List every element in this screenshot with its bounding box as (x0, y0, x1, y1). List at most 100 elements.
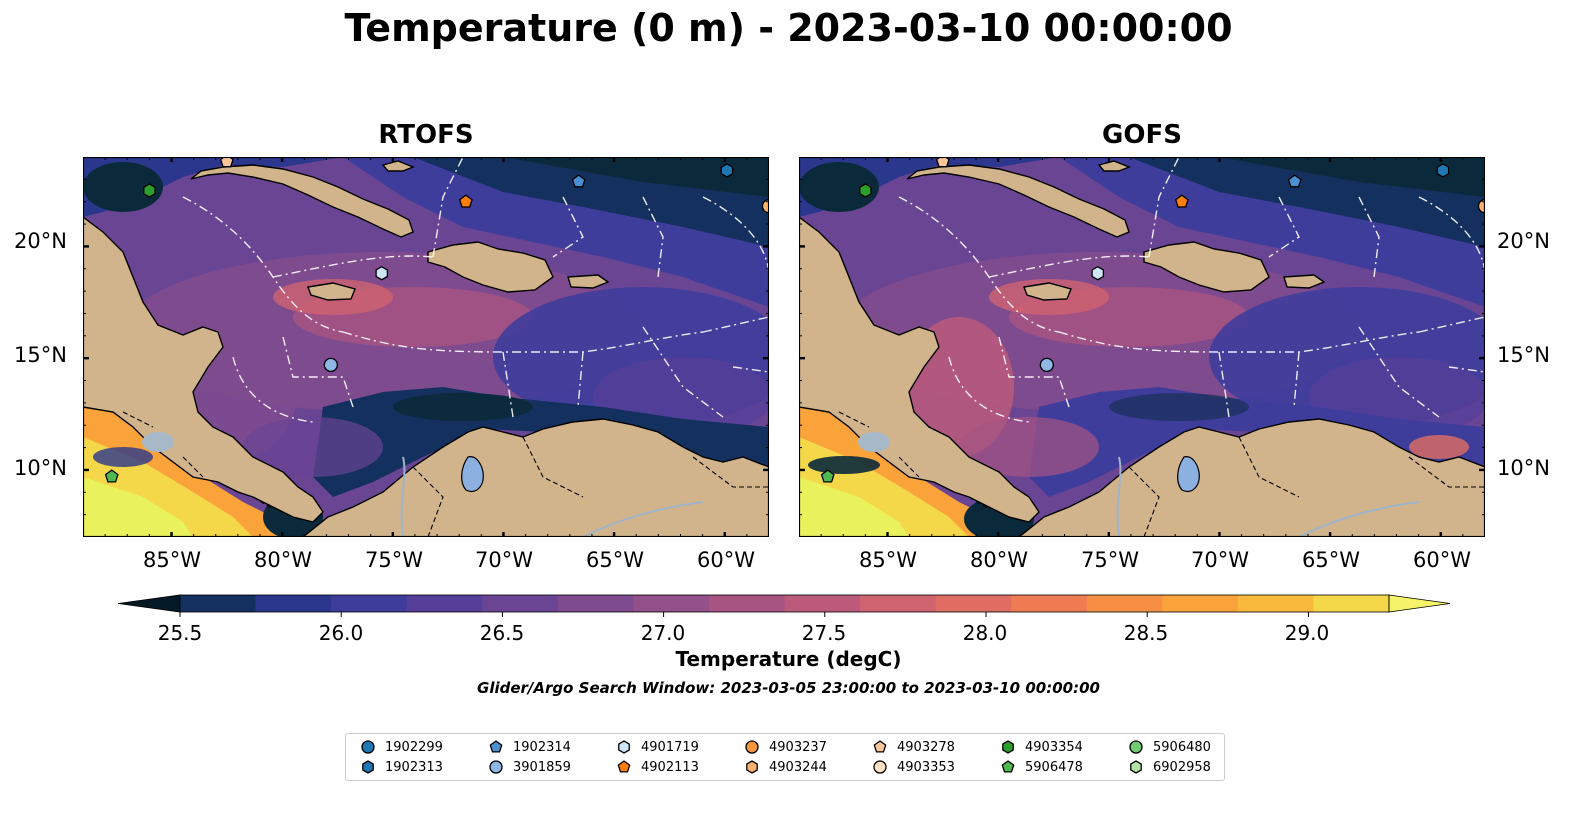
colorbar-swatch-11 (1011, 595, 1088, 612)
legend-label: 4902113 (641, 759, 699, 775)
hexagon-marker-icon (1002, 740, 1014, 754)
lat-label-15n: 15°N (14, 343, 67, 367)
legend-label: 1902314 (513, 739, 571, 755)
colorbar-tick-25-5: 25.5 (157, 621, 203, 645)
float-marker-1[interactable] (219, 157, 234, 168)
legend-item-5906478: 5906478 (1000, 757, 1083, 777)
map-panel-rtofs[interactable] (83, 157, 769, 537)
colorbar-swatch-8 (784, 595, 861, 612)
land-central-america (799, 216, 1040, 523)
legend-marker-3901859 (489, 760, 503, 774)
legend-marker-5906480 (1129, 740, 1143, 754)
legend-item-4901719: 4901719 (616, 737, 699, 757)
axis-ticks (83, 157, 769, 537)
float-marker-7[interactable] (323, 357, 338, 373)
colorbar-swatch-6 (633, 595, 710, 612)
float-marker-8[interactable] (820, 469, 835, 483)
pentagon-marker-icon (873, 740, 887, 753)
colorbar-swatch-5 (557, 595, 634, 612)
float-marker-1[interactable] (935, 157, 950, 168)
colorbar-frame (179, 594, 1390, 613)
lon-label-85w: 85°W (143, 548, 201, 572)
country-borders (122, 411, 769, 537)
float-marker-3[interactable] (571, 174, 586, 188)
eez-boundaries (182, 157, 769, 423)
float-marker-3[interactable] (1287, 174, 1302, 188)
legend-label: 1902313 (385, 759, 443, 775)
float-marker-4[interactable] (1436, 163, 1450, 178)
land-central-america (83, 216, 324, 523)
colorbar-swatch-10 (935, 595, 1012, 612)
float-marker-2[interactable] (1174, 194, 1189, 208)
axis-ticks (799, 157, 1485, 537)
country-borders (838, 411, 1485, 537)
lat-label-10n-right: 10°N (1497, 456, 1550, 480)
colorbar-swatch-14 (1237, 595, 1314, 612)
legend-label: 1902299 (385, 739, 443, 755)
float-marker-5[interactable] (761, 199, 770, 214)
circle-marker-icon (489, 760, 503, 774)
lon-label-70w: 70°W (475, 548, 533, 572)
legend-marker-4903353 (873, 760, 887, 774)
colorbar-tick-29-0: 29.0 (1284, 621, 1330, 645)
float-markers (820, 157, 1486, 483)
colorbar-swatch-2 (331, 595, 408, 612)
legend-marker-6902958 (1130, 760, 1142, 774)
legend-label: 4903354 (1025, 739, 1083, 755)
legend-marker-4903244 (746, 760, 758, 774)
hexagon-marker-icon (362, 760, 374, 774)
legend-marker-4901719 (618, 740, 630, 754)
float-marker-4[interactable] (720, 163, 734, 178)
legend-label: 4903278 (897, 739, 955, 755)
search-window-subtitle: Glider/Argo Search Window: 2023-03-05 23… (477, 679, 1100, 697)
lon-label-80w: 80°W (254, 548, 312, 572)
colorbar-tick-28-0: 28.0 (962, 621, 1008, 645)
float-marker-6[interactable] (1091, 265, 1105, 281)
legend-marker-1902314 (489, 740, 503, 753)
float-marker-6[interactable] (375, 265, 389, 281)
colorbar-swatch-3 (406, 595, 483, 612)
float-marker-8[interactable] (104, 469, 119, 483)
legend-label: 4903353 (897, 759, 955, 775)
legend-item-1902313: 1902313 (360, 757, 443, 777)
land-hispaniola (427, 241, 554, 293)
float-marker-5[interactable] (1477, 199, 1486, 214)
legend-label: 6902958 (1153, 759, 1211, 775)
lon-label-75w: 75°W (365, 548, 423, 572)
lon-label-70w-gofs: 70°W (1191, 548, 1249, 572)
colorbar-swatch-9 (860, 595, 937, 612)
legend-item-4903278: 4903278 (872, 737, 955, 757)
legend-label: 5906478 (1025, 759, 1083, 775)
rivers (1116, 456, 1420, 537)
lat-label-20n: 20°N (14, 229, 67, 253)
colorbar-swatch-1 (255, 595, 332, 612)
lat-label-20n-right: 20°N (1497, 229, 1550, 253)
lon-label-75w-gofs: 75°W (1081, 548, 1139, 572)
float-marker-2[interactable] (458, 194, 473, 208)
colorbar-tick-27-0: 27.0 (640, 621, 686, 645)
legend-marker-4902113 (617, 760, 631, 773)
map-frame (799, 157, 1485, 537)
legend-item-4903244: 4903244 (744, 757, 827, 777)
circle-marker-icon (1129, 740, 1143, 754)
colorbar-swatch-15 (1313, 595, 1390, 612)
lon-label-80w-gofs: 80°W (970, 548, 1028, 572)
legend-marker-4903354 (1002, 740, 1014, 754)
float-marker-7[interactable] (1039, 357, 1054, 373)
lat-label-10n: 10°N (14, 456, 67, 480)
colorbar-swatch-4 (482, 595, 559, 612)
land-hispaniola (1143, 241, 1270, 293)
land-south-america (301, 418, 769, 537)
float-marker-0[interactable] (143, 183, 156, 198)
float-markers (104, 157, 770, 483)
legend-item-4903237: 4903237 (744, 737, 827, 757)
legend-item-4903354: 4903354 (1000, 737, 1083, 757)
legend-item-5906480: 5906480 (1128, 737, 1211, 757)
colorbar-tick-28-5: 28.5 (1123, 621, 1169, 645)
colorbar-swatch-7 (708, 595, 785, 612)
circle-marker-icon (873, 760, 887, 774)
legend-marker-4903237 (745, 740, 759, 754)
map-panel-gofs[interactable] (799, 157, 1485, 537)
float-marker-0[interactable] (859, 183, 872, 198)
hexagon-marker-icon (1130, 760, 1142, 774)
